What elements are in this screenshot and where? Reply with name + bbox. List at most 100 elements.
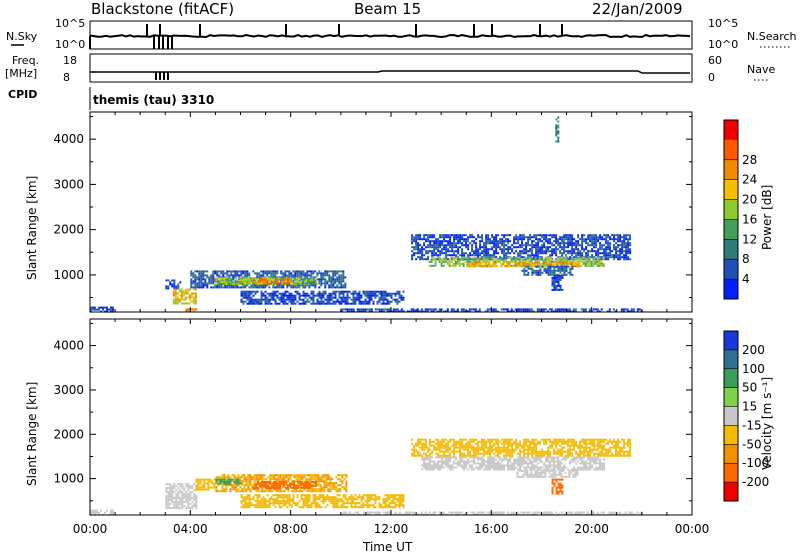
heatmap-cell <box>256 506 259 509</box>
heatmap-cell <box>517 444 520 447</box>
heatmap-cell <box>186 302 189 305</box>
heatmap-cell <box>415 240 418 243</box>
heatmap-cell <box>223 482 226 485</box>
heatmap-cell <box>330 302 333 305</box>
heatmap-cell <box>392 298 395 301</box>
heatmap-cell <box>112 306 114 309</box>
heatmap-cell <box>471 250 474 253</box>
heatmap-cell <box>459 446 462 449</box>
heatmap-cell <box>316 298 319 301</box>
heatmap-cell <box>502 263 505 266</box>
heatmap-cell <box>513 448 516 451</box>
heatmap-cell <box>459 240 462 243</box>
heatmap-cell <box>247 482 250 485</box>
heatmap-cell <box>471 444 474 447</box>
heatmap-cell <box>483 254 486 257</box>
heatmap-cell <box>443 238 446 241</box>
heatmap-cell <box>609 246 612 249</box>
heatmap-cell <box>542 260 545 263</box>
heatmap-cell <box>392 506 395 509</box>
nave-tick-top: 60 <box>708 54 722 67</box>
heatmap-cell <box>301 281 304 284</box>
heatmap-cell <box>443 244 446 247</box>
heatmap-cell <box>280 506 283 509</box>
heatmap-cell <box>319 476 322 479</box>
heatmap-cell <box>322 294 325 297</box>
heatmap-cell <box>291 277 294 280</box>
heatmap-cell <box>288 294 291 297</box>
heatmap-cell <box>292 286 295 289</box>
heatmap-cell <box>525 444 528 447</box>
heatmap-cell <box>300 302 303 305</box>
heatmap-cell <box>244 274 247 277</box>
heatmap-cell <box>272 502 275 505</box>
heatmap-cell <box>265 486 267 489</box>
heatmap-cell <box>535 444 538 447</box>
heatmap-cell <box>324 270 327 273</box>
heatmap-cell <box>334 286 337 289</box>
heatmap-cell <box>573 440 576 443</box>
heatmap-cell <box>544 258 547 261</box>
heatmap-cell <box>325 474 328 477</box>
heatmap-cell <box>522 308 525 311</box>
power-ylabel: Slant Range [km] <box>25 176 39 280</box>
heatmap-cell <box>211 486 214 489</box>
heatmap-cell <box>252 496 255 499</box>
heatmap-cell <box>629 242 632 245</box>
heatmap-cell <box>230 286 233 289</box>
heatmap-cell <box>293 490 296 493</box>
heatmap-cell <box>187 487 190 490</box>
heatmap-cell <box>579 252 582 255</box>
heatmap-cell <box>331 486 334 489</box>
heatmap-cell <box>221 486 224 489</box>
heatmap-cell <box>517 252 520 255</box>
heatmap-cell <box>521 256 524 259</box>
heatmap-cell <box>515 238 518 241</box>
heatmap-cell <box>234 276 237 279</box>
heatmap-cell <box>173 287 176 290</box>
heatmap-cell <box>245 490 248 493</box>
heatmap-cell <box>270 296 273 299</box>
heatmap-cell <box>262 270 265 273</box>
heatmap-cell <box>421 238 424 241</box>
heatmap-cell <box>287 280 289 283</box>
heatmap-cell <box>311 478 314 481</box>
heatmap-cell <box>527 438 530 441</box>
heatmap-cell <box>332 504 335 507</box>
heatmap-cell <box>242 498 245 501</box>
heatmap-cell <box>426 308 429 311</box>
heatmap-cell <box>194 296 197 299</box>
heatmap-cell <box>336 506 339 509</box>
heatmap-cell <box>302 294 305 297</box>
heatmap-cell <box>605 254 608 257</box>
heatmap-cell <box>570 310 573 313</box>
heatmap-cell <box>507 454 510 457</box>
heatmap-cell <box>493 242 496 245</box>
heatmap-cell <box>324 292 327 295</box>
heatmap-cell <box>269 280 271 283</box>
heatmap-cell <box>495 248 498 251</box>
colorbar-tick-label: 8 <box>742 252 750 266</box>
heatmap-cell <box>421 454 424 457</box>
heatmap-cell <box>566 310 569 313</box>
heatmap-cell <box>519 250 522 253</box>
heatmap-cell <box>551 288 554 291</box>
heatmap-cell <box>455 236 458 239</box>
heatmap-cell <box>523 252 526 255</box>
heatmap-cell <box>328 270 331 273</box>
freq-panel: Freq. [MHz] 18 8 60 0 Nave <box>5 53 775 84</box>
heatmap-cell <box>488 265 491 268</box>
heatmap-cell <box>539 248 542 251</box>
heatmap-cell <box>489 446 492 449</box>
heatmap-cell <box>273 486 275 489</box>
heatmap-cell <box>320 292 323 295</box>
heatmap-cell <box>527 238 530 241</box>
heatmap-cell <box>623 238 626 241</box>
heatmap-cell <box>250 300 253 303</box>
heatmap-cell <box>465 240 468 243</box>
heatmap-cell <box>221 474 224 477</box>
heatmap-cell <box>360 498 363 501</box>
heatmap-cell <box>240 300 243 303</box>
heatmap-cell <box>437 238 440 241</box>
